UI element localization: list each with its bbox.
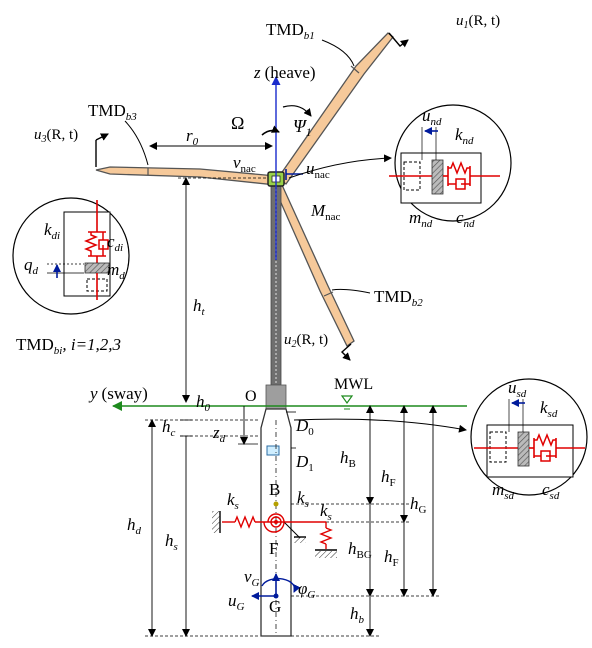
tmd-b1-label: TMDb1 xyxy=(266,20,315,42)
D1-label: D1 xyxy=(295,452,314,474)
knd-label: knd xyxy=(455,125,474,147)
mwl-label: MWL xyxy=(334,376,373,393)
D0-label: D0 xyxy=(295,416,314,438)
origin-label: O xyxy=(245,388,257,405)
tmd-b3-label: TMDb3 xyxy=(88,101,137,123)
qd-label: qd xyxy=(24,255,39,277)
hF-bot-label: hF xyxy=(384,547,399,569)
psi-label: Ψ1 xyxy=(293,116,312,139)
u2-label: u2(R, t) xyxy=(284,332,328,350)
r0-label: r0 xyxy=(186,126,199,148)
md-label: md xyxy=(107,260,125,282)
ksd-label: ksd xyxy=(540,398,558,420)
phiG-label: φG xyxy=(298,579,315,601)
y-sway-label: y (sway) xyxy=(88,384,148,403)
ks-left-label: ks xyxy=(227,490,239,512)
cnd-label: cnd xyxy=(456,208,475,230)
hs-label: hs xyxy=(165,531,178,553)
blade-tmd-inset: kdi cdi qd md xyxy=(12,197,130,315)
uG-label: uG xyxy=(228,591,245,613)
vG-label: vG xyxy=(244,567,260,589)
tmd-b2-label: TMDb2 xyxy=(374,287,423,309)
ht-label: ht xyxy=(193,296,206,318)
h0-label: h0 xyxy=(196,392,211,414)
hBG-label: hBG xyxy=(348,539,372,561)
u1-arrow xyxy=(388,32,409,48)
cdi-label: cdi xyxy=(107,232,123,254)
hF-top-label: hF xyxy=(381,467,396,489)
blade-3 xyxy=(95,166,277,186)
F-label: F xyxy=(269,539,278,558)
mooring-springs xyxy=(212,511,337,558)
tmd-bi-label: TMDbi, i=1,2,3 xyxy=(16,335,121,357)
mnd-label: mnd xyxy=(409,208,433,230)
phiG-arrow xyxy=(261,577,301,593)
zd-label: zd xyxy=(212,423,226,445)
z-heave-label: z (heave) xyxy=(253,63,316,82)
omega-label: Ω xyxy=(231,113,244,133)
psi-arrow xyxy=(282,105,312,117)
B-label: B xyxy=(269,480,280,499)
mwl-symbol xyxy=(340,395,354,410)
u3-label: u3(R, t) xyxy=(34,127,78,145)
u-nac-label: unac xyxy=(306,159,330,181)
hb-label: hb xyxy=(350,604,365,626)
nacelle-tmd-inset: und knd mnd cnd xyxy=(288,104,512,230)
v-nac-label: vnac xyxy=(233,153,256,175)
hd-label: hd xyxy=(127,515,142,537)
hB-label: hB xyxy=(340,448,356,470)
G-label: G xyxy=(269,597,281,616)
hG-label: hG xyxy=(410,494,427,516)
u2-arrow xyxy=(340,343,352,361)
und-label: und xyxy=(422,106,442,128)
u1-label: u1(R, t) xyxy=(456,13,500,31)
point-B xyxy=(273,501,279,507)
ks-mid-label: ks xyxy=(297,488,309,510)
blade-1 xyxy=(277,32,394,185)
ks-right-label: ks xyxy=(320,501,332,523)
omega-arrow xyxy=(261,125,280,136)
msd-label: msd xyxy=(492,480,515,502)
m-nac-label: Mnac xyxy=(310,201,341,223)
platform-tmd-inset: usd ksd msd csd xyxy=(293,378,588,502)
kdi-label: kdi xyxy=(44,220,60,242)
right-dimensions xyxy=(291,405,440,637)
diameter-markers xyxy=(286,411,296,449)
left-dimensions xyxy=(145,406,258,637)
usd-label: usd xyxy=(508,378,527,400)
hc-label: hc xyxy=(162,417,176,439)
csd-label: csd xyxy=(542,480,560,502)
